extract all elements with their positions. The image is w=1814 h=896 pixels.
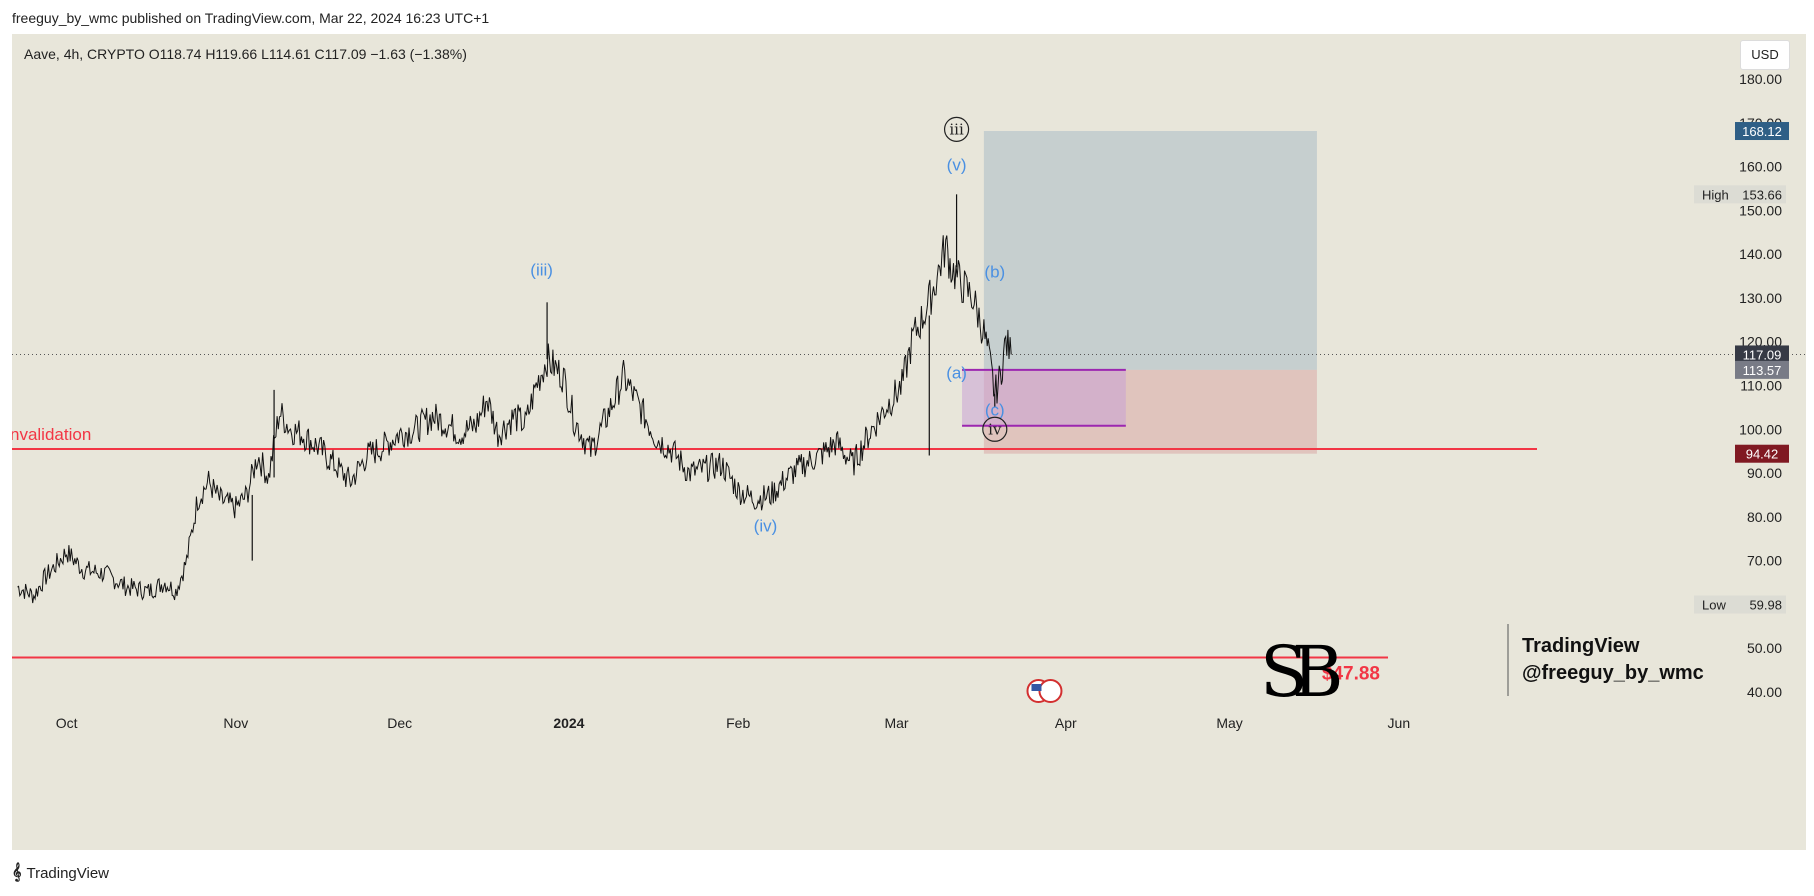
y-tick-80.00: 80.00 (1747, 509, 1782, 525)
hl-value-high: 153.66 (1742, 187, 1782, 202)
x-tick-May: May (1216, 715, 1242, 731)
wave-circle-7 (982, 416, 1008, 442)
tradingview-logo-icon[interactable]: 𝄞 (12, 864, 22, 881)
last-price-tag-bg (1735, 345, 1789, 364)
hl-label-high: High (1702, 187, 1729, 202)
target-tag: 168.12 (1742, 124, 1782, 139)
wave-label-c: (c) (985, 401, 1005, 420)
us-flag-canton (1031, 684, 1042, 691)
wave-circle-6 (943, 116, 970, 142)
hl-bg-low (1694, 595, 1786, 614)
wave-label-iii: iii (949, 120, 964, 138)
price-chart[interactable]: nvalidation $47.88 (iii) (iv) (v) (a) (b) (c) ii… (12, 34, 1806, 850)
hl-value-low: 59.98 (1749, 598, 1782, 613)
x-tick-2024: 2024 (553, 715, 584, 731)
x-tick-Jun: Jun (1388, 715, 1411, 731)
x-tick-Apr: Apr (1055, 715, 1077, 731)
wave-label-a: (a) (946, 363, 967, 382)
y-tick-90.00: 90.00 (1747, 465, 1782, 481)
symbol-info: Aave, 4h, CRYPTO O118.74 H119.66 L114.61… (24, 46, 467, 62)
stop-tag-bg (1735, 444, 1789, 463)
x-tick-Dec: Dec (387, 715, 412, 731)
y-tick-150.00: 150.00 (1739, 202, 1782, 218)
chart-area[interactable]: nvalidation $47.88 (iii) (iv) (v) (a) (b) (c) ii… (12, 34, 1806, 850)
x-tick-Nov: Nov (223, 715, 248, 731)
currency-button[interactable]: USD (1740, 40, 1790, 70)
watermark-line2: @freeguy_by_wmc (1522, 662, 1704, 684)
stop-tag: 94.42 (1746, 447, 1779, 462)
target-tag-bg (1735, 122, 1789, 141)
footer-brand[interactable]: TradingView (26, 864, 110, 882)
target-zone (983, 131, 1317, 370)
y-tick-70.00: 70.00 (1747, 553, 1782, 569)
x-tick-Mar: Mar (884, 715, 908, 731)
wave-label-iii: (iii) (530, 260, 553, 279)
wave-label-iv: (iv) (754, 517, 778, 536)
y-tick-140.00: 140.00 (1739, 246, 1782, 262)
published-line: freeguy_by_wmc published on TradingView.… (12, 10, 490, 26)
watermark-line1: TradingView (1522, 635, 1640, 657)
y-tick-50.00: 50.00 (1747, 640, 1782, 656)
last-price-tag: 117.09 (1743, 347, 1782, 362)
y-tick-40.00: 40.00 (1747, 684, 1782, 700)
wave-label-v: (v) (947, 155, 967, 174)
us-flag-icon-2 (1038, 679, 1063, 703)
footer: 𝄞 TradingView (12, 864, 109, 882)
x-tick-Oct: Oct (56, 715, 78, 731)
wave-label-b: (b) (984, 263, 1005, 282)
wave-label-iv: iv (988, 420, 1002, 438)
y-tick-110.00: 110.00 (1740, 378, 1782, 394)
price-series (17, 235, 1012, 604)
x-tick-Feb: Feb (726, 715, 750, 731)
hl-bg-high (1694, 185, 1786, 204)
correction-box (962, 369, 1126, 426)
y-tick-180.00: 180.00 (1739, 71, 1782, 87)
hl-label-low: Low (1702, 598, 1726, 613)
entry-tag-bg (1735, 360, 1789, 379)
y-tick-130.00: 130.00 (1739, 290, 1782, 306)
target-low-label: $47.88 (1322, 663, 1380, 684)
y-tick-100.00: 100.00 (1739, 421, 1782, 437)
invalidation-label: nvalidation (12, 425, 91, 444)
entry-tag: 113.57 (1743, 363, 1782, 378)
y-tick-160.00: 160.00 (1739, 159, 1782, 175)
